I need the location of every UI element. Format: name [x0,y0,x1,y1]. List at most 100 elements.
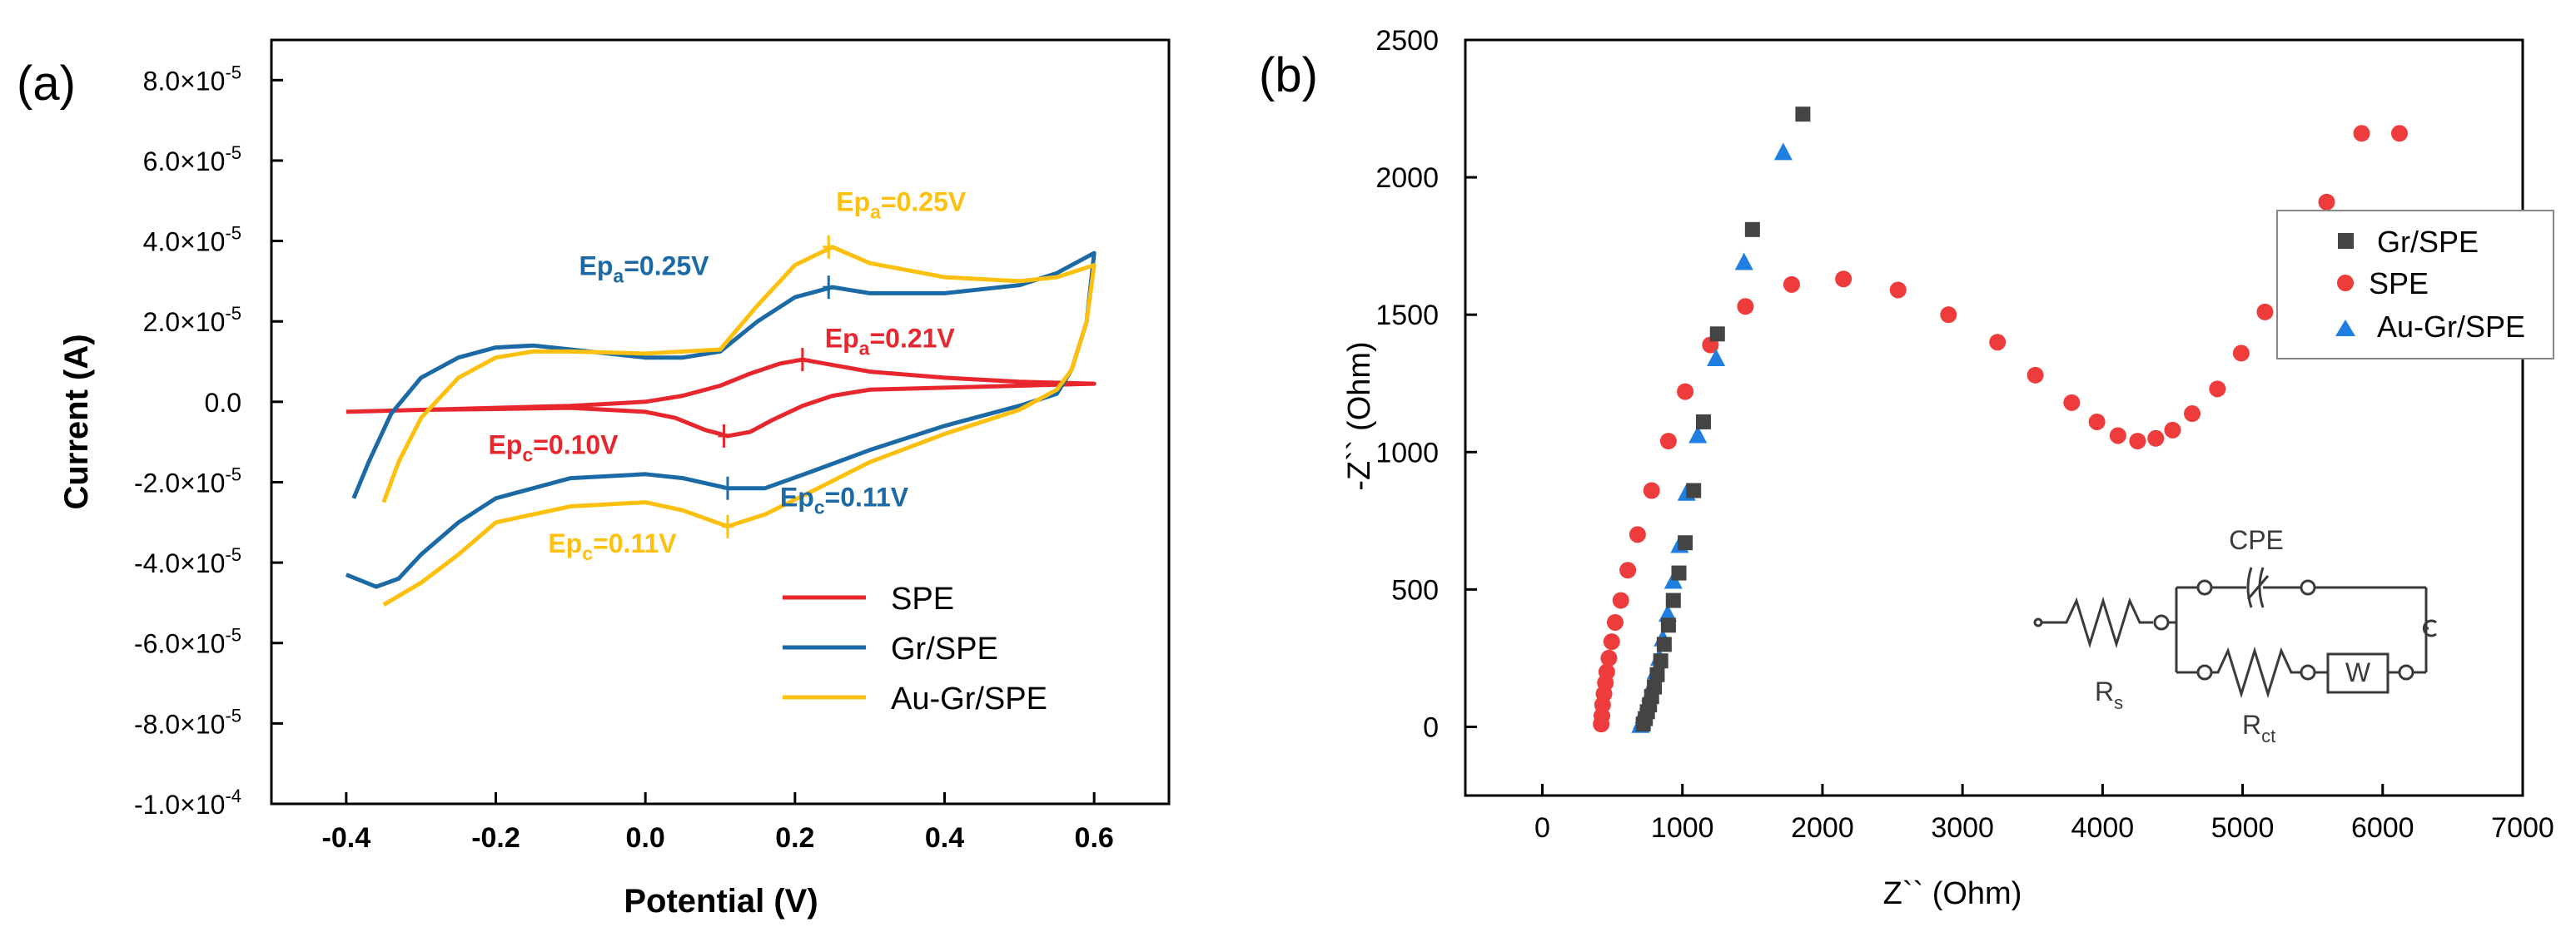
y-tick-label-b: 2000 [1375,162,1439,194]
circuit-node [2196,579,2213,596]
data-point-spe [1889,281,1907,299]
peak-annotation: Epc=0.11V [548,528,677,564]
x-axis-title-a: Potential (V) [624,883,818,920]
data-point-gr-spe [1671,565,1687,581]
data-point-spe [2088,413,2106,430]
data-point-spe [1612,592,1629,609]
y-tick-exponent-a: -5 [225,142,241,163]
rct-label-main: R [2242,710,2261,740]
data-point-spe [2129,433,2146,450]
x-tick-label-b: 7000 [2491,812,2554,844]
data-point-au-gr-spe [1658,604,1678,622]
peak-annotation-prefix: Ep [579,251,614,281]
legend-b-marker-au [2335,320,2355,336]
legend-a: SPE Gr/SPE Au-Gr/SPE [783,582,1047,716]
data-point-au-gr-spe [1688,425,1708,444]
x-tick-label-a: -0.4 [322,822,371,854]
circuit-node [2398,664,2414,681]
data-point-spe [2232,345,2250,362]
peak-annotation-value: =0.11V [825,482,909,512]
data-point-gr-spe [1709,326,1725,342]
data-point-spe [1598,663,1615,681]
peak-annotation: Epa=0.25V [836,186,967,222]
y-tick-mantissa-a: 0.0 [205,388,241,418]
cpe-plate-right [2258,567,2265,608]
peak-annotation-prefix: Ep [489,430,523,460]
data-point-gr-spe [1647,679,1663,695]
peak-annotation: Epa=0.21V [825,324,956,359]
y-tick-label-a: 6.0×10-5 [143,142,241,176]
circuit-node [2153,614,2170,631]
panel-a: (a) 8.0×10-56.0×10-54.0×10-52.0×10-50.0-… [17,38,1171,920]
rct-label-sub: ct [2261,726,2275,746]
peak-annotation-sub: a [613,265,624,287]
y-tick-label-a: 0.0 [205,388,241,418]
data-point-au-gr-spe [1734,252,1753,270]
data-point-spe [1619,562,1637,579]
x-tick-label-b: 5000 [2211,812,2275,844]
y-tick-exponent-a: -5 [225,705,241,726]
y-tick-label-a: -1.0×10-4 [134,786,241,820]
y-tick-exponent-a: -5 [225,625,241,646]
circuit-node [2300,664,2316,681]
y-tick-mantissa-a: 8.0×10 [143,66,226,96]
legend-a-label-spe: SPE [891,582,954,617]
peak-annotation-prefix: Ep [780,482,814,512]
data-point-gr-spe [1656,637,1672,652]
data-point-gr-spe [1744,221,1760,237]
cv-curve-au-gr-spe [381,245,1097,607]
data-point-spe [2147,429,2165,447]
cpe-label: CPE [2229,525,2284,555]
data-point-spe [2390,125,2408,142]
data-point-spe [2318,193,2335,211]
data-point-spe [1629,526,1646,543]
peak-annotation-value: =0.25V [881,186,967,216]
rs-label-sub: s [2114,692,2123,713]
peak-annotation-value: =0.21V [869,324,955,354]
y-tick-exponent-a: -4 [225,786,241,806]
plot-b-frame [1464,38,2524,797]
data-point-spe [1643,482,1660,499]
data-point-spe [1835,270,1852,288]
peak-annotation-prefix: Ep [825,324,859,354]
y-tick-mantissa-a: 2.0×10 [143,307,226,337]
peak-annotation-sub: a [859,338,870,359]
rct-label: Rct [2242,710,2275,746]
panel-b-label: (b) [1259,48,1318,102]
y-tick-mantissa-a: 6.0×10 [143,146,226,176]
y-tick-label-a: 2.0×10-5 [143,303,241,337]
y-tick-exponent-a: -5 [225,223,241,244]
y-tick-exponent-a: -5 [225,303,241,324]
warburg-label: W [2345,657,2371,687]
circuit-node [2300,579,2316,596]
plot-a-frame [270,38,1171,806]
legend-b-box [2276,210,2554,359]
data-point-gr-spe [1686,483,1702,498]
equivalent-circuit [2033,567,2437,699]
x-tick-label-b: 6000 [2351,812,2414,844]
y-tick-exponent-a: -5 [225,544,241,565]
x-tick-label-b: 3000 [1931,812,1994,844]
data-point-spe [2256,303,2274,320]
data-point-spe [1783,275,1800,293]
y-tick-mantissa-a: 4.0×10 [143,227,226,257]
data-point-spe [2109,427,2126,444]
peak-annotation-value: =0.25V [624,251,709,281]
peak-annotation-prefix: Ep [836,186,870,216]
x-tick-label-a: 0.0 [626,822,665,854]
data-point-spe [2164,421,2181,439]
y-tick-exponent-a: -5 [225,62,241,82]
panel-a-label: (a) [17,57,76,111]
legend-b-label-gr: Gr/SPE [2377,225,2479,259]
legend-a-label-au: Au-Gr/SPE [891,682,1047,716]
y-tick-label-b: 1500 [1375,300,1439,331]
data-point-spe [1603,633,1620,651]
legend-b-label-au: Au-Gr/SPE [2377,310,2525,344]
y-tick-label-b: 2500 [1375,25,1439,57]
circuit-output-terminal [2422,619,2437,637]
y-axis-title-b: -Z`` (Ohm) [1342,341,1377,490]
circuit-node [2196,664,2213,681]
peak-annotation: Epc=0.10V [489,430,619,466]
peak-annotation-sub: c [814,496,825,518]
cv-curve-spe [346,357,1097,439]
